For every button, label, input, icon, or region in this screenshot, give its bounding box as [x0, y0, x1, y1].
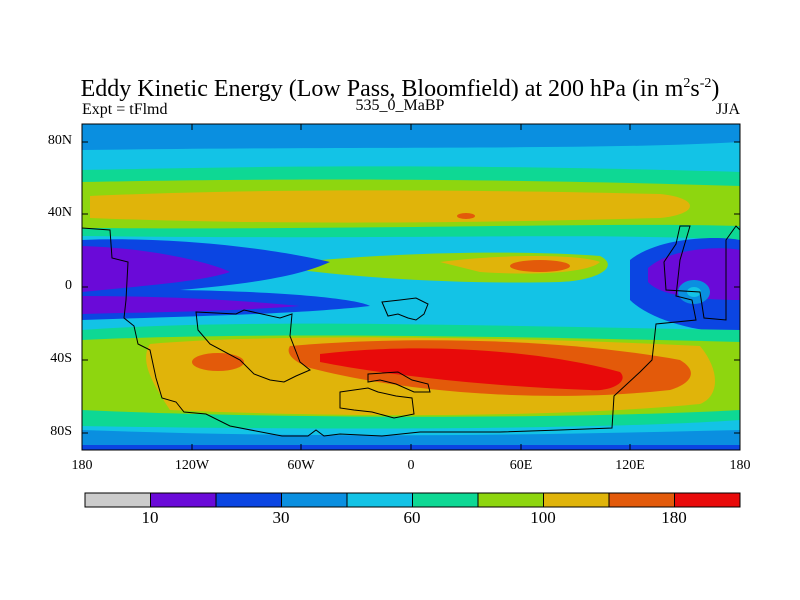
lon-label: 180 — [729, 458, 751, 473]
lon-label: 60W — [287, 458, 315, 473]
lon-label: 60E — [509, 458, 533, 473]
colorbar-swatch — [477, 492, 544, 508]
colorbar-swatch — [150, 492, 217, 508]
colorbar-swatch — [543, 492, 610, 508]
colorbar-swatch — [608, 492, 675, 508]
colorbar-label: 180 — [661, 508, 687, 527]
lat-label: 40N — [47, 205, 72, 220]
lon-label: 120W — [174, 458, 210, 473]
colorbar-swatch — [281, 492, 348, 508]
colorbar-label: 10 — [141, 508, 159, 527]
colorbar-swatch — [84, 492, 151, 508]
lat-label: 80N — [47, 133, 72, 148]
lon-label: 120E — [615, 458, 645, 473]
lon-label: 180 — [71, 458, 93, 473]
colorbar-swatch — [412, 492, 479, 508]
colorbar-swatch — [346, 492, 413, 508]
lat-label: 0 — [65, 278, 72, 293]
colorbar — [84, 492, 741, 508]
colorbar-label: 30 — [272, 508, 290, 527]
coastlines — [81, 225, 741, 437]
colorbar-swatch — [674, 492, 741, 508]
axis-ticks — [81, 124, 741, 450]
contour-fill — [82, 124, 740, 450]
colorbar-swatch — [215, 492, 282, 508]
season-label: JJA — [715, 101, 740, 118]
lon-label: 0 — [407, 458, 415, 473]
case-label: 535_0_MaBP — [355, 97, 445, 114]
colorbar-label: 60 — [403, 508, 421, 527]
plot-title: Eddy Kinetic Energy (Low Pass, Bloomfiel… — [80, 76, 720, 102]
lat-label: 40S — [50, 351, 72, 366]
colorbar-label: 100 — [530, 508, 556, 527]
experiment-label: Expt = tFlmd — [82, 101, 168, 118]
lat-label: 80S — [50, 424, 72, 439]
